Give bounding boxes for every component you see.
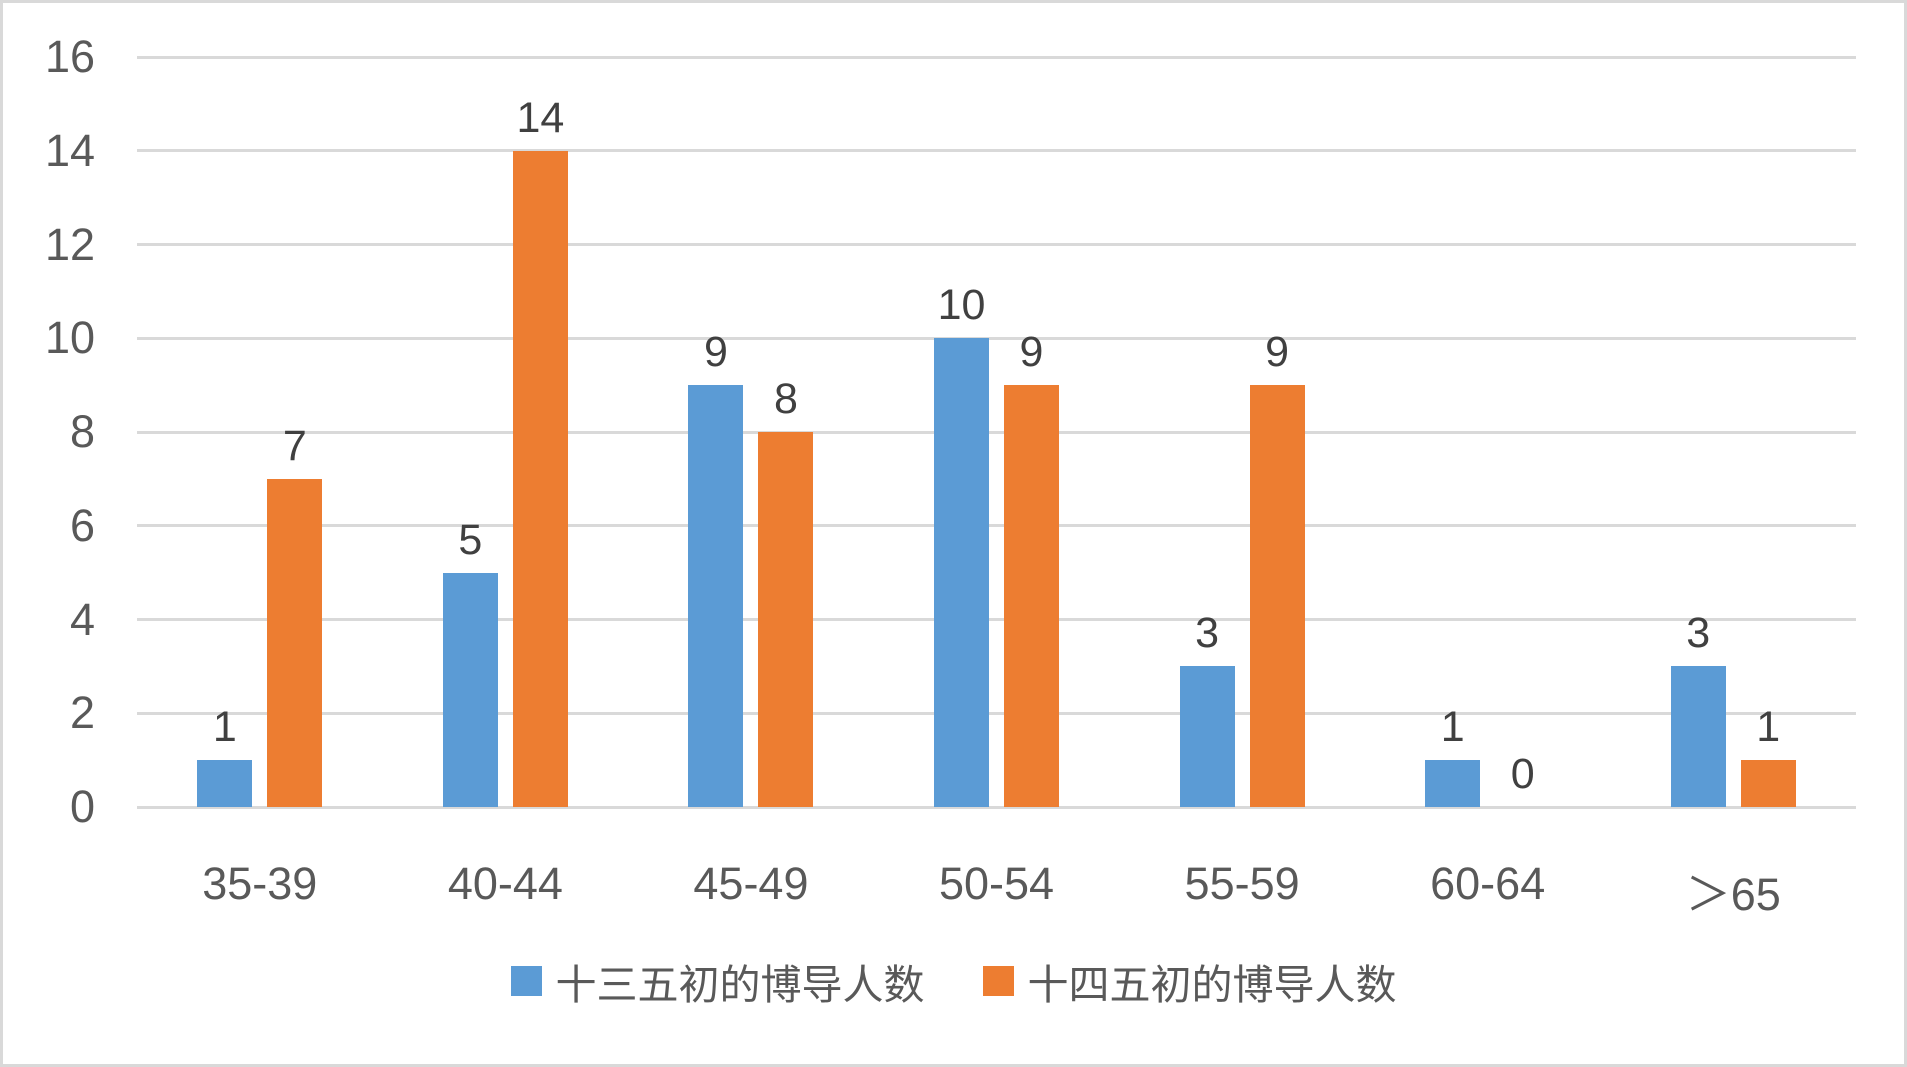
gridline [137, 618, 1856, 621]
bar-series-1-cat-6 [1740, 760, 1796, 807]
x-tick-label: 60-64 [1430, 858, 1546, 909]
value-label: 0 [1510, 750, 1535, 798]
legend-item: 十四五初的博导人数 [982, 951, 1397, 1011]
bar-series-0-cat-3 [934, 338, 990, 807]
category-group: 5 14 [383, 57, 629, 807]
gridline [137, 243, 1856, 246]
y-tick-label: 2 [69, 687, 95, 739]
gridline [137, 711, 1856, 715]
gridline [137, 149, 1856, 153]
bar-series-1-cat-4 [1249, 385, 1305, 807]
bar-slot: 9 [1004, 57, 1060, 807]
bar-slot: 9 [1249, 57, 1305, 807]
x-tick-label: 35-39 [202, 858, 318, 909]
bar-slot: 9 [688, 57, 744, 807]
value-label: 14 [516, 94, 565, 142]
y-tick-label: 8 [69, 406, 95, 457]
bar-slot: 14 [512, 57, 568, 807]
bar-series-0-cat-5 [1425, 760, 1481, 807]
x-tick-label: 55-59 [1184, 858, 1300, 909]
legend-swatch-icon [510, 966, 542, 996]
legend-label: 十四五初的博导人数 [1027, 961, 1397, 1009]
y-tick-label: 16 [44, 31, 95, 82]
y-tick-label: 4 [69, 593, 95, 645]
x-tick-label: 50-54 [938, 858, 1055, 909]
gridline [137, 524, 1856, 528]
bar-slot: 3 [1179, 57, 1235, 807]
bar-series-1-cat-2 [758, 432, 814, 807]
bar-slot: 3 [1670, 57, 1726, 807]
y-tick-label: 14 [44, 124, 95, 176]
bar-slot: 10 [934, 57, 990, 807]
x-axis-baseline [137, 805, 1856, 809]
legend-item: 十三五初的博导人数 [510, 951, 925, 1011]
y-tick-label: 0 [69, 781, 95, 832]
bar-series-1-cat-1 [512, 151, 568, 807]
y-tick-label: 12 [44, 218, 95, 270]
gridline [137, 55, 1856, 59]
value-label: 8 [773, 375, 798, 423]
value-label: 3 [1686, 609, 1711, 657]
legend-label: 十三五初的博导人数 [555, 961, 925, 1009]
bar-series-1-cat-0 [267, 479, 323, 807]
x-tick-label: ＞65 [1685, 869, 1781, 920]
plot-area: 1 7 5 14 9 8 10 9 3 9 1 0 3 1 [137, 55, 1856, 809]
value-label: 9 [703, 328, 728, 376]
bar-series-0-cat-0 [197, 760, 253, 807]
value-label: 1 [212, 703, 237, 751]
bar-slot: 8 [758, 57, 814, 807]
bar-series-1-cat-3 [1004, 385, 1060, 807]
bar-slot: 1 [197, 57, 253, 807]
value-label: 3 [1195, 609, 1220, 657]
value-label: 5 [458, 516, 483, 564]
value-label: 10 [937, 281, 986, 329]
value-label: 7 [282, 422, 307, 470]
bar-slot: 0 [1495, 57, 1550, 807]
value-label: 9 [1265, 328, 1290, 376]
bar-series-0-cat-4 [1179, 666, 1235, 807]
bar-slot: 5 [442, 57, 498, 807]
bar-slot: 7 [267, 57, 323, 807]
legend: 十三五初的博导人数 十四五初的博导人数 [3, 951, 1904, 1011]
bars-layer: 1 7 5 14 9 8 10 9 3 9 1 0 3 1 [137, 57, 1856, 807]
gridline [137, 430, 1856, 434]
category-group: 10 9 [874, 57, 1120, 807]
bar-series-0-cat-2 [688, 385, 744, 807]
x-axis: 35-39 40-44 45-49 50-54 55-59 60-64 ＞65 [137, 858, 1856, 923]
bar-series-0-cat-1 [442, 573, 498, 807]
bar-slot: 1 [1425, 57, 1481, 807]
y-tick-label: 6 [69, 499, 95, 551]
bar-slot: 1 [1740, 57, 1796, 807]
x-tick-label: 45-49 [693, 858, 809, 909]
value-label: 9 [1019, 328, 1044, 376]
value-label: 1 [1440, 703, 1465, 751]
x-tick-label: 40-44 [447, 858, 563, 909]
value-label: 1 [1756, 703, 1781, 751]
gridline [137, 336, 1856, 340]
y-tick-label: 10 [44, 312, 95, 364]
bar-series-0-cat-6 [1670, 666, 1726, 807]
legend-swatch-icon [982, 966, 1014, 996]
y-axis: 0 2 4 6 8 10 12 14 16 [3, 33, 95, 831]
